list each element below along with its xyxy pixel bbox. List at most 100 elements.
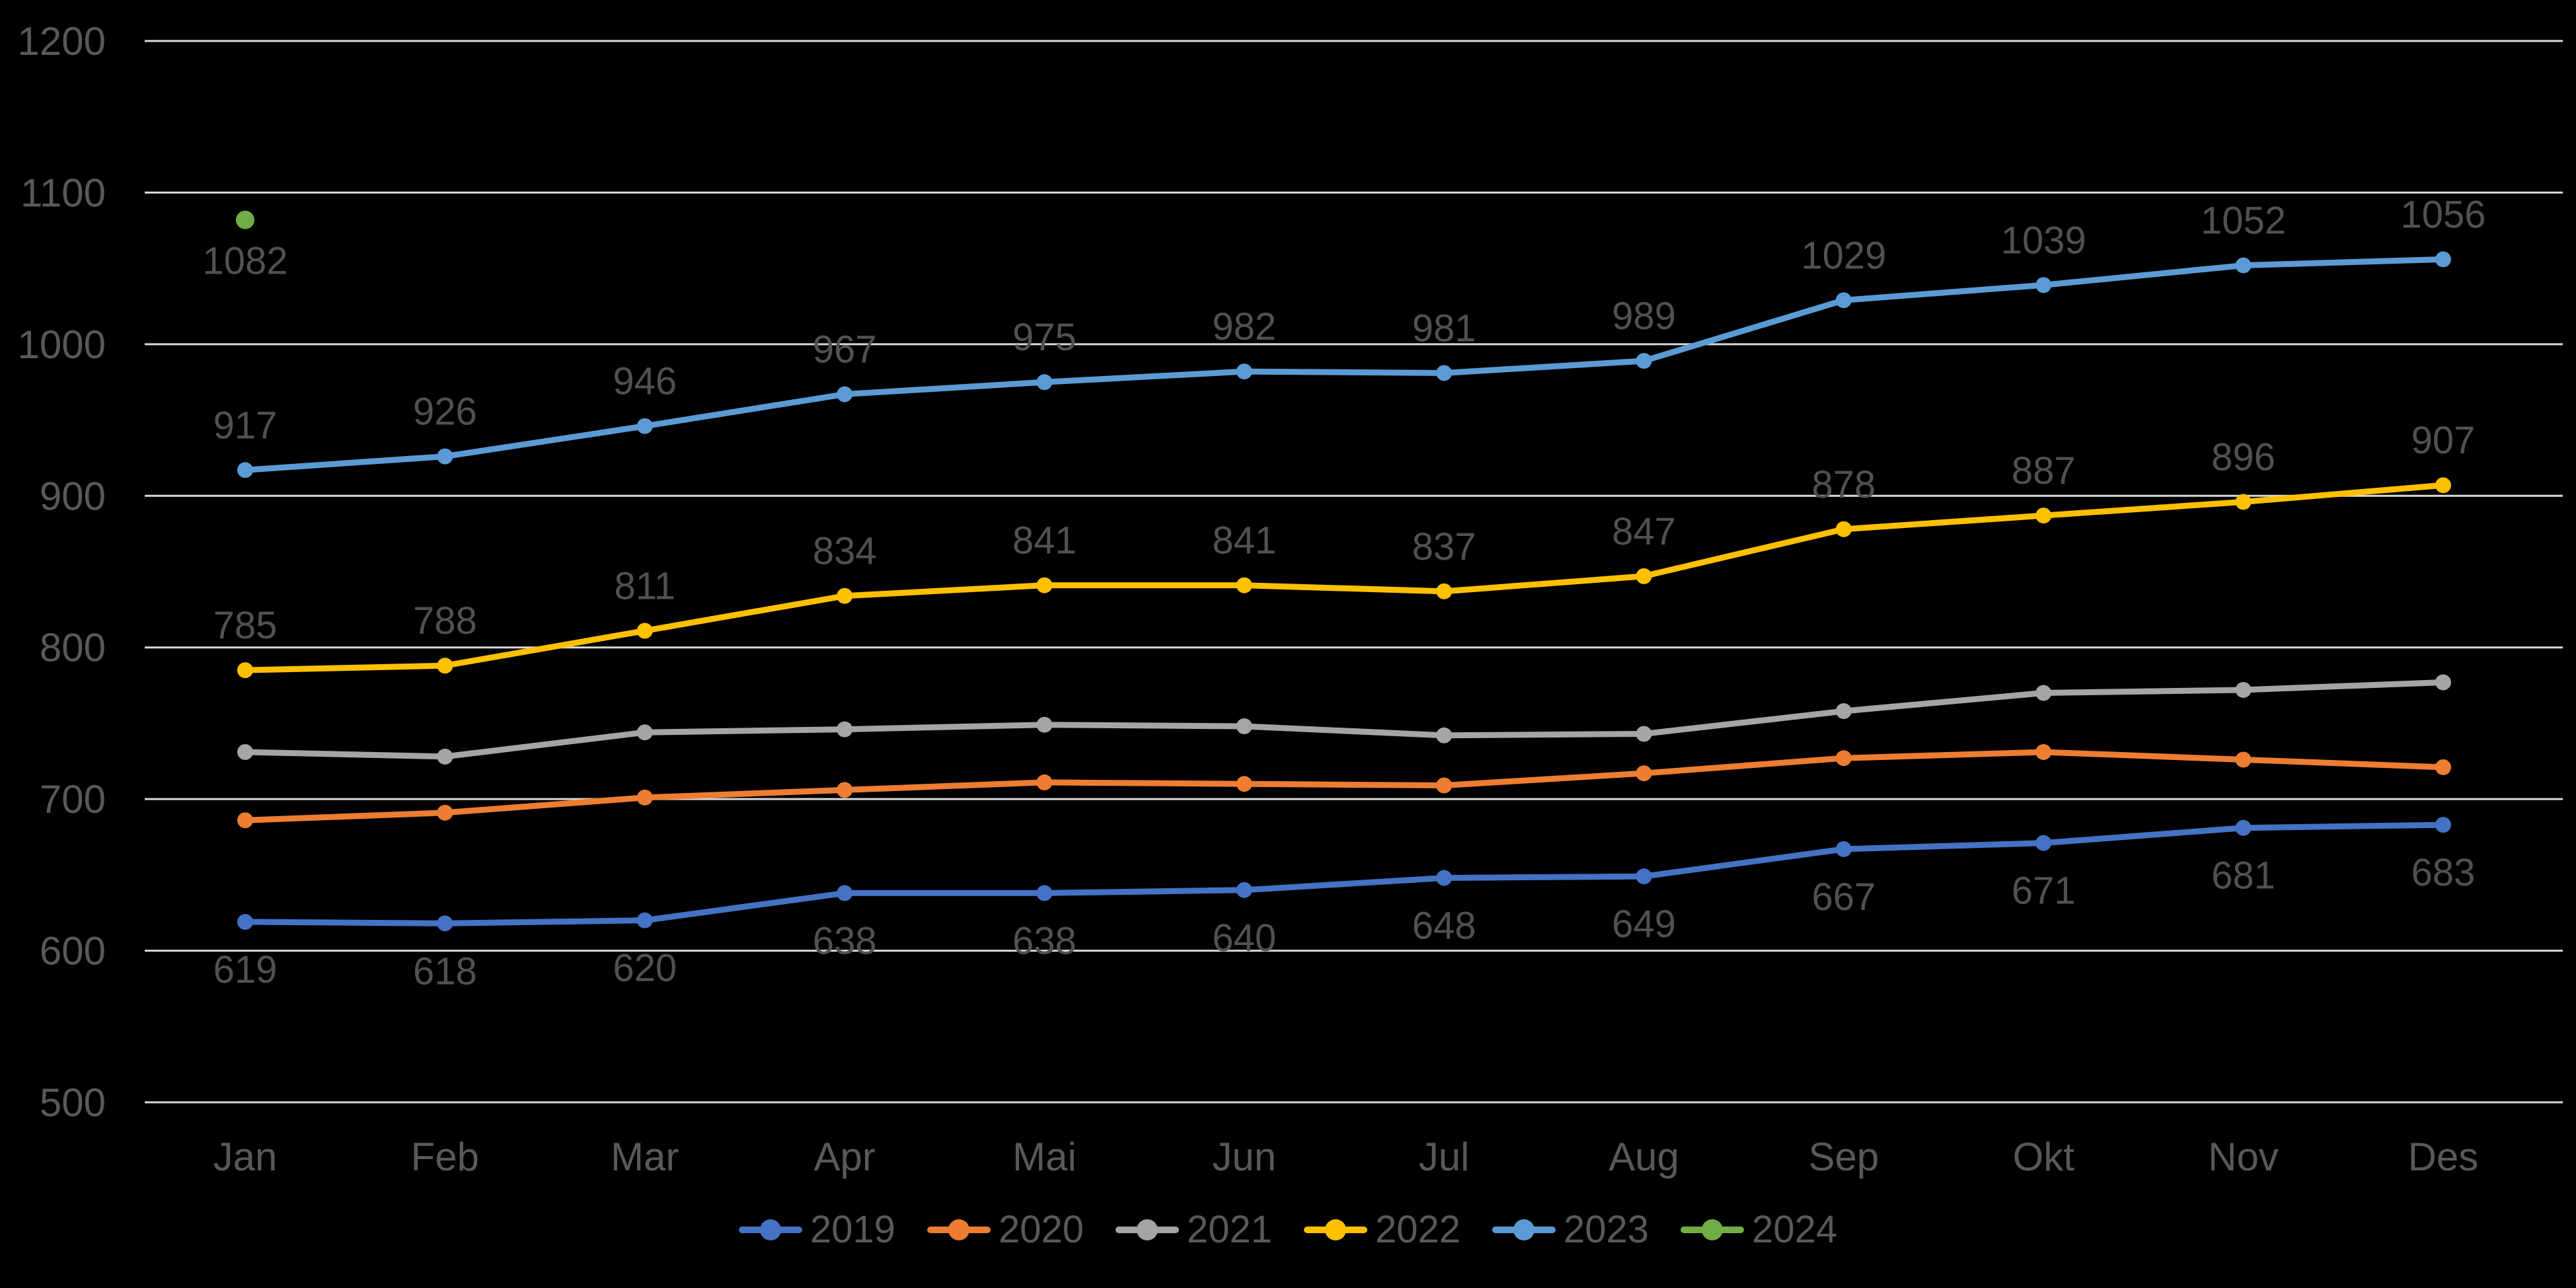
data-label-2019-Okt: 671 bbox=[2012, 870, 2076, 913]
legend-item-2023: 2023 bbox=[1492, 1211, 1649, 1249]
marker-2023-Sep bbox=[1835, 292, 1852, 309]
x-axis-label-Sep: Sep bbox=[1808, 1135, 1879, 1179]
marker-2021-Aug bbox=[1636, 726, 1652, 742]
x-axis-label-Okt: Okt bbox=[2013, 1135, 2075, 1179]
data-label-2022-Mai: 841 bbox=[1012, 519, 1077, 562]
marker-2019-Aug bbox=[1636, 868, 1652, 885]
x-axis-label-Jul: Jul bbox=[1419, 1135, 1470, 1179]
y-axis-label-500: 500 bbox=[40, 1080, 106, 1125]
legend-label-2022: 2022 bbox=[1375, 1208, 1461, 1251]
marker-2019-Okt bbox=[2035, 835, 2052, 851]
data-label-2022-Aug: 847 bbox=[1612, 510, 1676, 553]
data-label-2023-Okt: 1039 bbox=[2001, 219, 2086, 262]
legend-item-2021: 2021 bbox=[1115, 1211, 1272, 1249]
data-label-2019-Sep: 667 bbox=[1811, 876, 1875, 919]
series-2022: 785 788 811 834 841 841 837 847 878 887 896 907 bbox=[213, 419, 2476, 679]
marker-2020-Des bbox=[2435, 759, 2451, 775]
data-label-2022-Sep: 878 bbox=[1811, 463, 1875, 506]
x-axis-label-Jun: Jun bbox=[1212, 1135, 1276, 1179]
data-label-2019-Jun: 640 bbox=[1212, 917, 1276, 960]
marker-2020-Feb bbox=[437, 804, 453, 821]
data-label-2019-Apr: 638 bbox=[813, 919, 877, 962]
data-label-2019-Jan: 619 bbox=[213, 948, 278, 991]
data-label-2019-Aug: 649 bbox=[1612, 903, 1676, 946]
legend-item-2024: 2024 bbox=[1681, 1211, 1837, 1249]
legend-marker-dot-2024 bbox=[1702, 1219, 1724, 1240]
marker-2019-Feb bbox=[437, 915, 453, 932]
series-line-2023 bbox=[242, 256, 2446, 473]
marker-2021-Apr bbox=[837, 721, 853, 738]
marker-2021-Sep bbox=[1835, 703, 1852, 720]
marker-2019-Jan bbox=[237, 913, 253, 930]
marker-2022-Des bbox=[2435, 477, 2451, 494]
marker-2021-Jun bbox=[1236, 718, 1252, 735]
legend-marker-dot-2021 bbox=[1136, 1219, 1158, 1240]
marker-2020-Jan bbox=[237, 812, 253, 829]
marker-2021-Mai bbox=[1036, 716, 1053, 733]
data-label-2023-Jun: 982 bbox=[1212, 305, 1276, 348]
data-label-2019-Nov: 681 bbox=[2211, 854, 2275, 897]
data-label-2023-Des: 1056 bbox=[2400, 193, 2485, 236]
legend-marker-2023 bbox=[1492, 1219, 1556, 1240]
y-axis-label-600: 600 bbox=[40, 929, 106, 973]
x-axis-label-Mar: Mar bbox=[611, 1135, 679, 1179]
data-label-2022-Nov: 896 bbox=[2211, 436, 2275, 478]
marker-2022-Okt bbox=[2035, 508, 2052, 524]
series-2020 bbox=[237, 744, 2451, 829]
x-axis-label-Jan: Jan bbox=[213, 1135, 278, 1179]
marker-2023-Aug bbox=[1636, 353, 1652, 369]
marker-2023-Mar bbox=[636, 418, 653, 434]
series-2024: 1082 bbox=[202, 210, 288, 283]
legend-marker-2019 bbox=[738, 1219, 802, 1240]
marker-2020-Jun bbox=[1236, 776, 1252, 792]
marker-2020-Mai bbox=[1036, 774, 1053, 790]
marker-2020-Jul bbox=[1436, 777, 1453, 794]
marker-2020-Aug bbox=[1636, 765, 1652, 782]
marker-2023-Mai bbox=[1036, 374, 1053, 391]
series-line-2019 bbox=[242, 821, 2446, 927]
x-axis-label-Feb: Feb bbox=[411, 1135, 479, 1179]
series-2021 bbox=[237, 674, 2451, 765]
marker-2022-Mai bbox=[1036, 577, 1053, 593]
series-line-2022 bbox=[242, 482, 2446, 673]
marker-2023-Jan bbox=[237, 462, 253, 478]
marker-2020-Sep bbox=[1835, 750, 1852, 767]
marker-2022-Mar bbox=[636, 623, 653, 639]
marker-2019-Mai bbox=[1036, 885, 1053, 901]
marker-2023-Okt bbox=[2035, 277, 2052, 293]
data-label-2022-Des: 907 bbox=[2411, 419, 2476, 462]
x-axis-label-Mai: Mai bbox=[1012, 1135, 1077, 1179]
marker-2022-Sep bbox=[1835, 521, 1852, 537]
data-label-2019-Feb: 618 bbox=[413, 950, 477, 993]
data-label-2024-Jan: 1082 bbox=[202, 240, 287, 283]
data-label-2019-Jul: 648 bbox=[1412, 904, 1476, 947]
y-axis-label-1200: 1200 bbox=[18, 19, 106, 63]
marker-2020-Okt bbox=[2035, 744, 2052, 761]
data-label-2023-Aug: 989 bbox=[1612, 295, 1676, 338]
y-axis-label-800: 800 bbox=[40, 626, 106, 670]
marker-2022-Nov bbox=[2235, 494, 2252, 510]
marker-2023-Feb bbox=[437, 448, 453, 465]
marker-2023-Jul bbox=[1436, 365, 1453, 381]
series-line-2021 bbox=[242, 679, 2446, 760]
legend-marker-2022 bbox=[1304, 1219, 1367, 1240]
marker-2020-Nov bbox=[2235, 751, 2252, 768]
data-label-2022-Okt: 887 bbox=[2012, 449, 2076, 492]
data-label-2022-Jul: 837 bbox=[1412, 525, 1476, 568]
marker-2022-Feb bbox=[437, 658, 453, 674]
marker-2024-Jan bbox=[236, 210, 254, 229]
data-label-2022-Jun: 841 bbox=[1212, 519, 1276, 562]
data-label-2023-Sep: 1029 bbox=[1801, 234, 1886, 277]
legend-item-2019: 2019 bbox=[738, 1211, 895, 1249]
marker-2022-Jun bbox=[1236, 577, 1252, 593]
data-label-2023-Feb: 926 bbox=[413, 391, 477, 434]
marker-2022-Jul bbox=[1436, 583, 1453, 599]
legend-marker-dot-2019 bbox=[759, 1219, 781, 1240]
data-label-2023-Jan: 917 bbox=[213, 404, 278, 447]
marker-2020-Mar bbox=[636, 789, 653, 806]
marker-2023-Des bbox=[2435, 251, 2451, 268]
legend-label-2020: 2020 bbox=[998, 1208, 1084, 1251]
x-axis-label-Apr: Apr bbox=[814, 1135, 875, 1179]
marker-2019-Sep bbox=[1835, 841, 1852, 857]
